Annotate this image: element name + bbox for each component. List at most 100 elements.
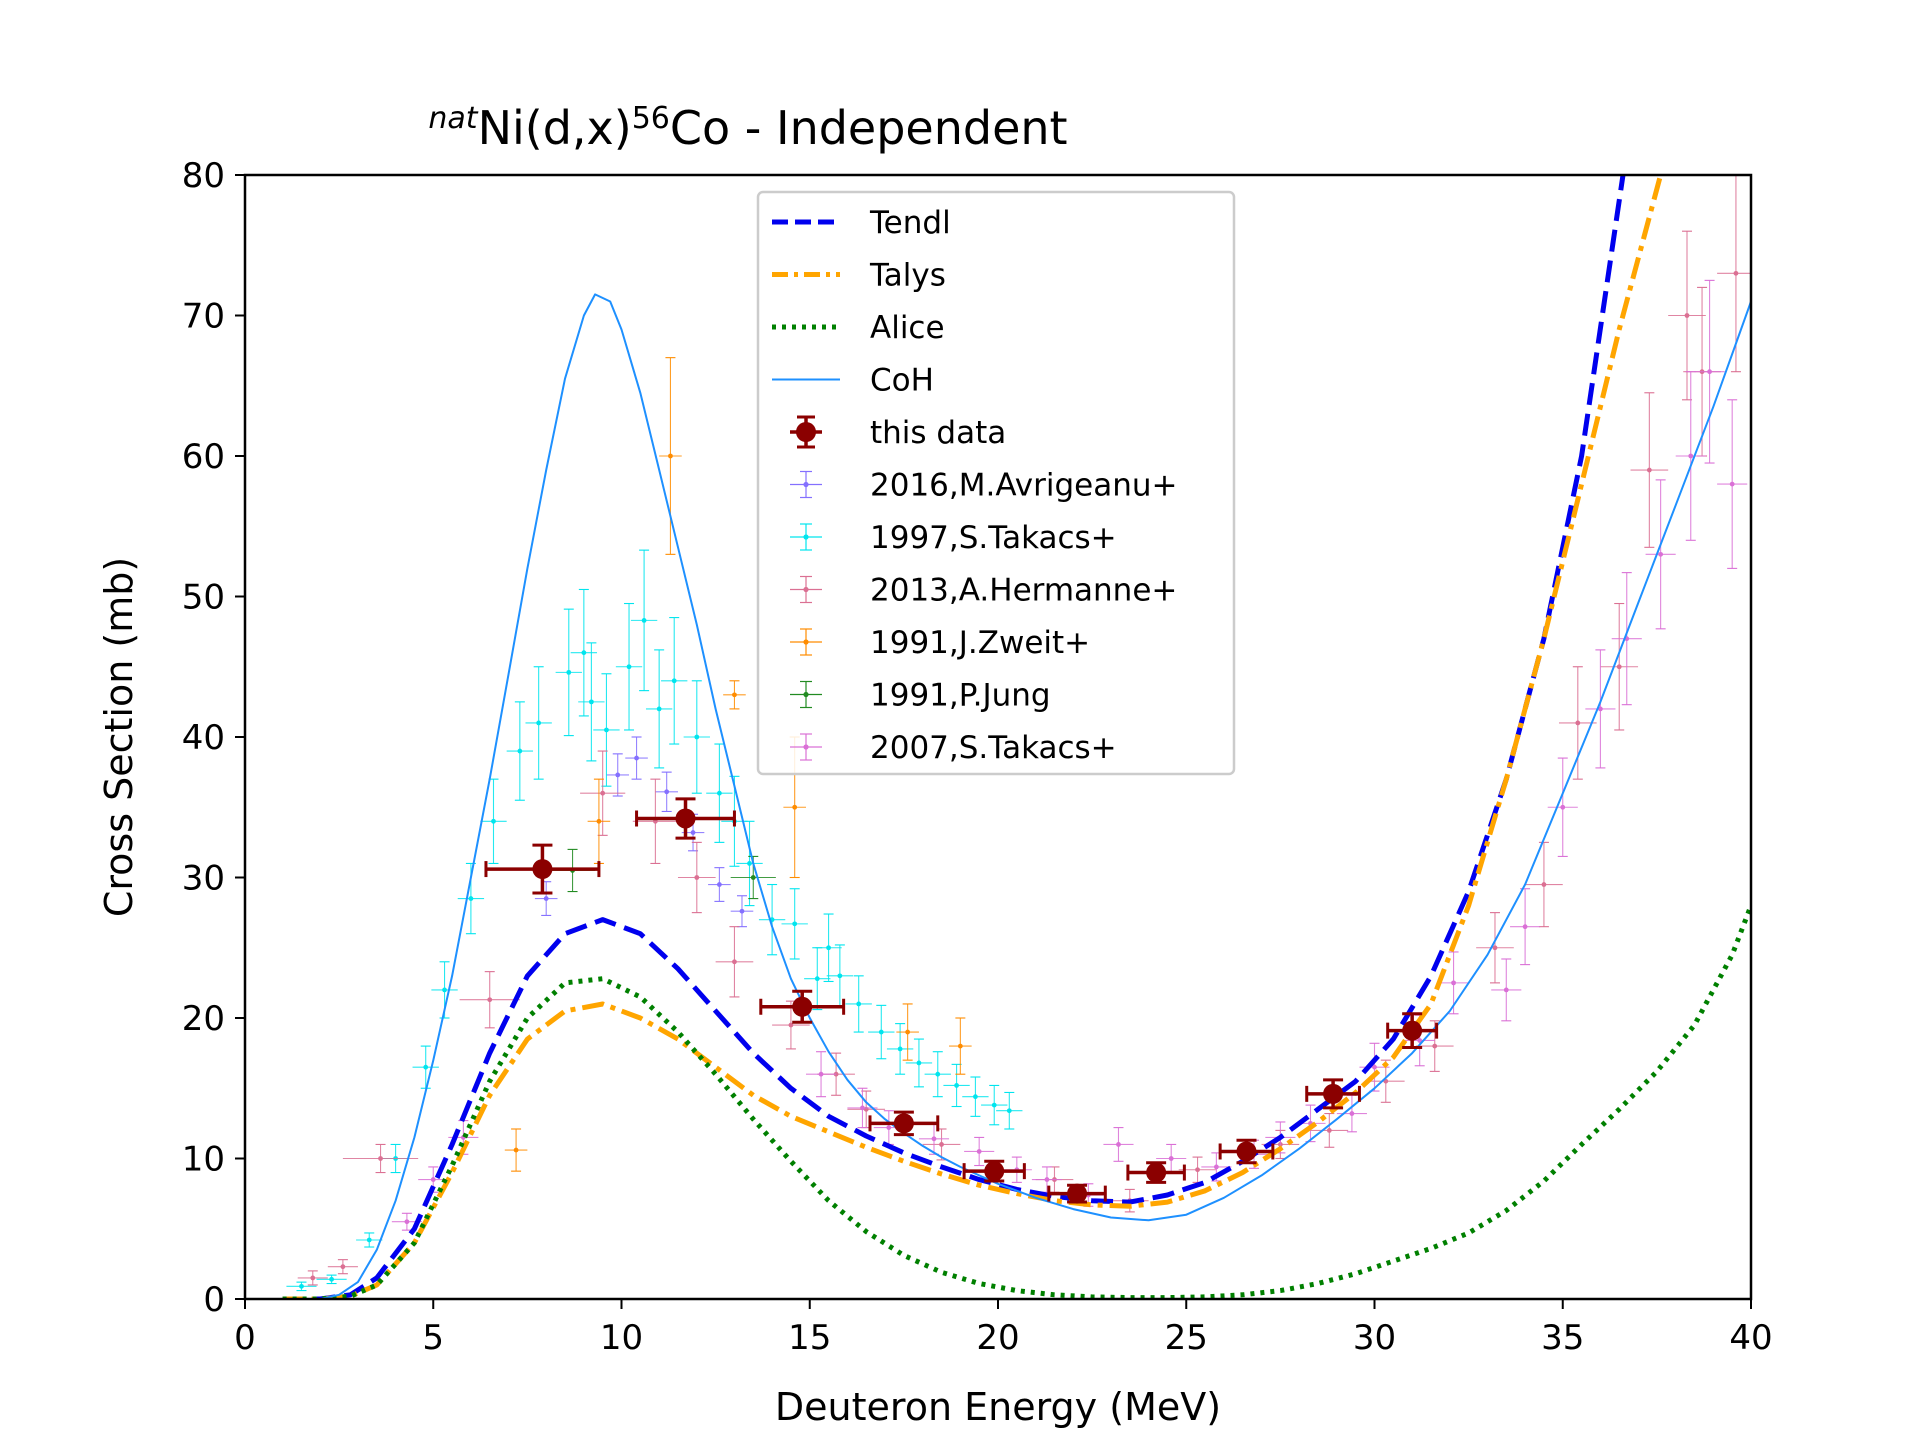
legend-swatch-1991,P.Jung (803, 691, 809, 698)
data-point (423, 1064, 429, 1070)
this-data-point (759, 989, 846, 1024)
x-tick-label: 0 (234, 1318, 256, 1358)
data-point (939, 1142, 944, 1147)
data-point (957, 1043, 963, 1049)
model-curves-layer (282, 175, 1751, 1299)
data-point (626, 664, 632, 670)
data-point (1503, 987, 1509, 993)
data-point (886, 1125, 892, 1130)
data-point (973, 1094, 978, 1100)
data-point (668, 453, 673, 459)
data-point (814, 976, 820, 982)
marker (792, 996, 813, 1017)
data-point (517, 748, 523, 754)
data-point (581, 650, 587, 656)
data-point (671, 678, 677, 684)
data-point (1522, 924, 1528, 930)
data-point (1729, 481, 1735, 487)
data-point (860, 1105, 865, 1111)
data-point (543, 896, 549, 901)
data-point (897, 1046, 903, 1052)
data-point (1733, 270, 1739, 276)
legend-frame (756, 190, 1236, 776)
this-data-point (962, 1159, 1026, 1183)
marker (1236, 1141, 1257, 1162)
data-point (792, 921, 798, 927)
experimental-data-layer (286, 175, 1751, 1292)
data-point (430, 1177, 436, 1182)
data-point (931, 1136, 937, 1142)
data-point (818, 1071, 824, 1077)
this-data-point (1386, 1012, 1439, 1050)
legend-label-2007,S.Takacs+: 2007,S.Takacs+ (870, 730, 1117, 766)
y-tick-label: 80 (182, 156, 225, 196)
y-tick-label: 20 (182, 999, 225, 1039)
legend-label-Alice: Alice (870, 310, 945, 346)
data-point (976, 1149, 982, 1154)
legend-label-1997,S.Takacs+: 1997,S.Takacs+ (870, 520, 1117, 556)
y-axis-label: Cross Section (mb) (97, 557, 141, 917)
data-point (739, 908, 745, 914)
legend-swatch-2007,S.Takacs+ (803, 744, 809, 750)
data-point (1116, 1142, 1121, 1147)
x-tick-label: 15 (788, 1318, 831, 1358)
data-point (1575, 720, 1581, 726)
data-point (1372, 1064, 1377, 1070)
data-point (826, 945, 831, 951)
axis-ticks: 0 5 10 15 20 25 30 35 40 0 10 20 30 40 50 60 70 80 (182, 156, 1773, 1358)
data-point (634, 755, 639, 761)
curve-Alice (282, 904, 1751, 1299)
data-point (404, 1219, 410, 1225)
x-tick-label: 5 (422, 1318, 444, 1358)
legend-label-CoH: CoH (870, 363, 934, 399)
x-axis-label: Deuteron Energy (MeV) (775, 1385, 1221, 1429)
data-point (1044, 1177, 1050, 1182)
y-tick-label: 70 (182, 297, 225, 337)
data-point (664, 789, 670, 795)
data-point (732, 692, 737, 698)
data-point (1707, 369, 1712, 375)
data-point (299, 1283, 304, 1289)
marker (1323, 1083, 1344, 1104)
data-point (1195, 1167, 1200, 1173)
data-point (491, 818, 496, 824)
marker (893, 1113, 914, 1134)
data-point (837, 973, 843, 979)
data-point (905, 1029, 911, 1035)
marker (675, 808, 696, 829)
x-tick-label: 20 (976, 1318, 1019, 1358)
data-point (878, 1029, 884, 1035)
marker (1067, 1183, 1088, 1204)
y-tick-label: 60 (182, 437, 225, 477)
series-1997,S.Takacs+ (286, 549, 1023, 1292)
data-point (340, 1264, 346, 1270)
legend: Tendl Talys Alice CoH this data 2016,M.Avrige… (756, 190, 1236, 776)
marker (532, 859, 553, 880)
legend-swatch-this-data (796, 422, 816, 442)
data-point (604, 727, 609, 733)
data-point (1688, 453, 1694, 459)
data-point (329, 1276, 334, 1282)
data-point (916, 1060, 922, 1066)
data-point (1684, 313, 1690, 318)
x-tick-label: 35 (1541, 1318, 1584, 1358)
data-point (747, 861, 752, 866)
data-point (310, 1275, 316, 1281)
this-data-point (868, 1110, 940, 1137)
curve-Tendl (282, 175, 1626, 1299)
title-mid-superscript: 56 (632, 101, 670, 136)
x-tick-label: 40 (1729, 1318, 1772, 1358)
data-point (366, 1237, 372, 1243)
data-point (468, 896, 474, 901)
y-tick-label: 10 (182, 1140, 225, 1180)
data-point (792, 804, 798, 810)
data-point (536, 720, 542, 726)
title-part-2: Co - Independent (670, 101, 1068, 155)
data-point (378, 1156, 383, 1161)
data-point (716, 790, 722, 796)
data-point (566, 669, 572, 675)
data-point (694, 734, 700, 740)
legend-swatch-1997,S.Takacs+ (803, 534, 809, 540)
data-point (442, 987, 447, 993)
